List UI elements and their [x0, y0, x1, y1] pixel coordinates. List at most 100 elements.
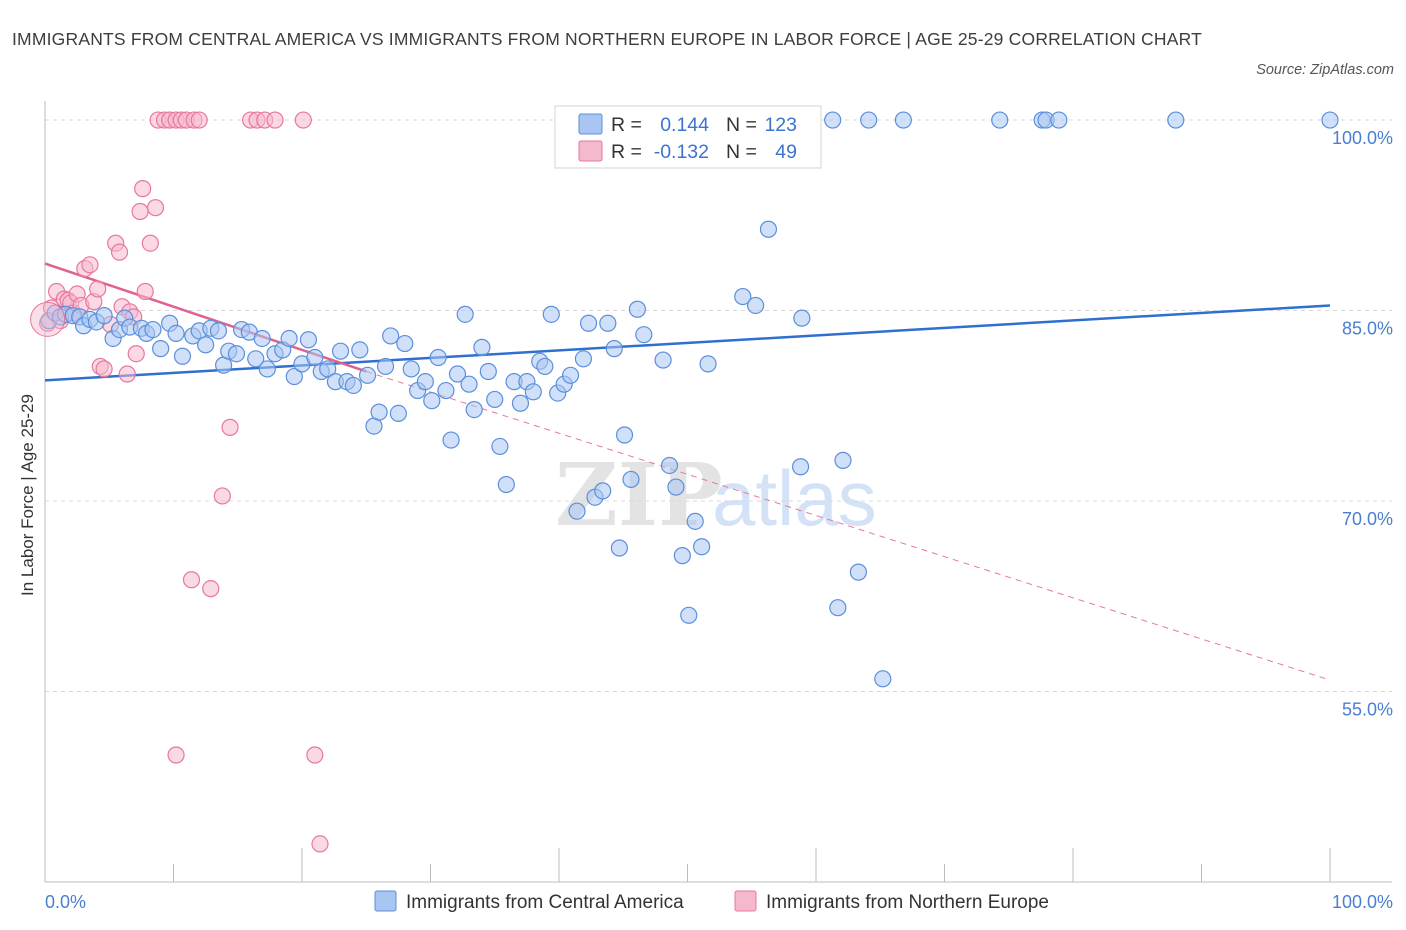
point-central-america — [258, 360, 276, 378]
point-central-america — [285, 367, 303, 386]
point-northern-europe — [266, 111, 284, 129]
legend-swatch-pink — [734, 890, 757, 912]
point-central-america — [568, 502, 586, 520]
point-central-america — [628, 300, 646, 318]
stats-swatch-pink — [578, 140, 603, 162]
point-central-america — [280, 329, 298, 348]
point-central-america — [491, 437, 509, 456]
point-northern-europe — [118, 365, 136, 383]
point-central-america — [1167, 111, 1185, 129]
point-central-america — [660, 456, 679, 475]
point-central-america — [793, 309, 811, 327]
point-central-america — [759, 220, 778, 238]
point-central-america — [460, 375, 478, 393]
point-central-america — [173, 347, 192, 365]
point-northern-europe — [294, 111, 312, 129]
point-central-america — [167, 324, 185, 342]
y-tick-label: 85.0% — [1342, 319, 1393, 339]
stats-n-label: N = — [726, 141, 757, 163]
point-central-america — [561, 366, 580, 384]
point-central-america — [299, 331, 318, 349]
point-northern-europe — [306, 746, 324, 764]
point-northern-europe — [141, 234, 159, 252]
point-central-america — [465, 400, 483, 419]
point-central-america — [791, 458, 810, 476]
legend: Immigrants from Central America Immigran… — [374, 890, 1049, 913]
source-label: Source: ZipAtlas.com — [1256, 62, 1394, 78]
point-central-america — [448, 365, 467, 383]
point-central-america — [389, 404, 407, 422]
point-northern-europe — [95, 360, 113, 378]
trend-line-central-america — [44, 304, 1331, 382]
point-central-america — [456, 305, 474, 323]
point-central-america — [423, 392, 441, 410]
point-central-america — [95, 307, 113, 325]
stats-r-label: R = — [611, 114, 642, 136]
point-central-america — [991, 111, 1009, 129]
point-central-america — [874, 670, 892, 688]
point-central-america — [197, 336, 215, 354]
point-central-america — [358, 366, 377, 384]
stats-box: R = 0.144 N = 123 R = -0.132 N = 49 — [554, 105, 822, 169]
point-northern-europe — [136, 282, 154, 301]
point-central-america — [667, 478, 685, 496]
stats-r-label: R = — [611, 141, 642, 163]
point-northern-europe — [167, 746, 185, 764]
point-northern-europe — [311, 835, 329, 853]
point-central-america — [344, 376, 362, 395]
point-central-america — [437, 381, 455, 400]
x-tick-label: 0.0% — [45, 892, 86, 912]
point-central-america — [849, 563, 868, 581]
point-central-america — [152, 340, 170, 358]
point-northern-europe — [146, 199, 165, 217]
point-central-america — [605, 340, 623, 358]
point-central-america — [1050, 111, 1068, 129]
point-central-america — [699, 355, 717, 373]
point-central-america — [429, 348, 447, 367]
point-central-america — [693, 538, 711, 556]
point-northern-europe — [182, 571, 201, 589]
point-central-america — [824, 111, 842, 129]
point-central-america — [497, 475, 515, 494]
point-central-america — [579, 314, 598, 332]
point-central-america — [253, 329, 271, 348]
point-central-america — [654, 351, 672, 369]
point-central-america — [376, 357, 395, 376]
x-tick-label: 100.0% — [1332, 892, 1393, 912]
point-central-america — [1321, 111, 1339, 129]
point-central-america — [227, 345, 246, 363]
point-central-america — [574, 350, 593, 368]
point-central-america — [829, 599, 847, 617]
stats-n-value: 123 — [764, 114, 797, 136]
point-central-america — [622, 470, 640, 489]
point-central-america — [524, 383, 542, 401]
point-central-america — [747, 296, 765, 315]
point-central-america — [319, 360, 337, 378]
point-central-america — [331, 342, 350, 360]
point-central-america — [306, 348, 324, 367]
point-central-america — [599, 314, 617, 332]
point-central-america — [542, 305, 560, 323]
point-central-america — [473, 338, 491, 356]
point-central-america — [247, 350, 265, 368]
legend-swatch-blue — [374, 890, 397, 912]
watermark-zip: ZIP — [555, 445, 723, 546]
point-northern-europe — [110, 243, 129, 261]
stats-n-label: N = — [726, 114, 757, 136]
stats-r-value: 0.144 — [660, 114, 709, 136]
point-central-america — [402, 360, 420, 378]
point-central-america — [382, 327, 400, 345]
point-northern-europe — [89, 280, 107, 298]
y-tick-label: 70.0% — [1342, 509, 1393, 529]
point-central-america — [144, 320, 162, 339]
legend-label: Immigrants from Northern Europe — [766, 892, 1049, 913]
data-points — [30, 111, 1339, 853]
point-central-america — [416, 373, 434, 391]
axes: 0.0% 100.0% — [44, 101, 1393, 912]
point-central-america — [351, 341, 369, 359]
point-central-america — [486, 390, 504, 409]
point-northern-europe — [190, 111, 208, 129]
point-northern-europe — [127, 345, 145, 363]
y-tick-label: 55.0% — [1342, 700, 1393, 720]
